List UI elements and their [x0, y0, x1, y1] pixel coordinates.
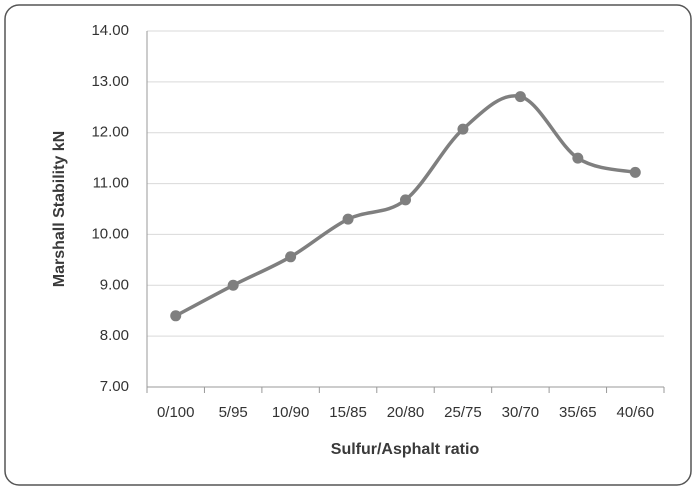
y-tick-label: 13.00 [91, 73, 129, 90]
y-axis-title: Marshall Stability kN [51, 131, 68, 288]
x-tick-label: 30/70 [502, 404, 540, 421]
marker [342, 213, 354, 225]
x-tick-label: 5/95 [219, 404, 248, 421]
x-tick-label: 25/75 [444, 404, 482, 421]
marker [285, 251, 297, 263]
y-tick-label: 11.00 [93, 175, 129, 192]
y-tick-label: 9.00 [100, 276, 129, 293]
x-tick-label: 40/60 [617, 404, 655, 421]
x-tick-label: 20/80 [387, 404, 425, 421]
marker [227, 279, 239, 291]
marker [572, 152, 584, 164]
marker [514, 91, 526, 103]
marker [457, 123, 469, 135]
x-tick-label: 0/100 [157, 404, 195, 421]
x-axis-title: Sulfur/Asphalt ratio [331, 441, 480, 458]
x-tick-label: 15/85 [329, 404, 367, 421]
chart-frame [4, 4, 692, 486]
y-tick-label: 14.00 [91, 22, 129, 39]
marker [629, 166, 641, 178]
x-tick-label: 35/65 [559, 404, 597, 421]
y-tick-label: 12.00 [91, 124, 129, 141]
marker [400, 194, 411, 206]
y-tick-label: 8.00 [100, 327, 129, 344]
y-tick-label: 10.00 [91, 225, 129, 242]
marker [170, 310, 182, 322]
y-tick-label: 7.00 [100, 378, 129, 395]
x-tick-label: 10/90 [272, 404, 310, 421]
